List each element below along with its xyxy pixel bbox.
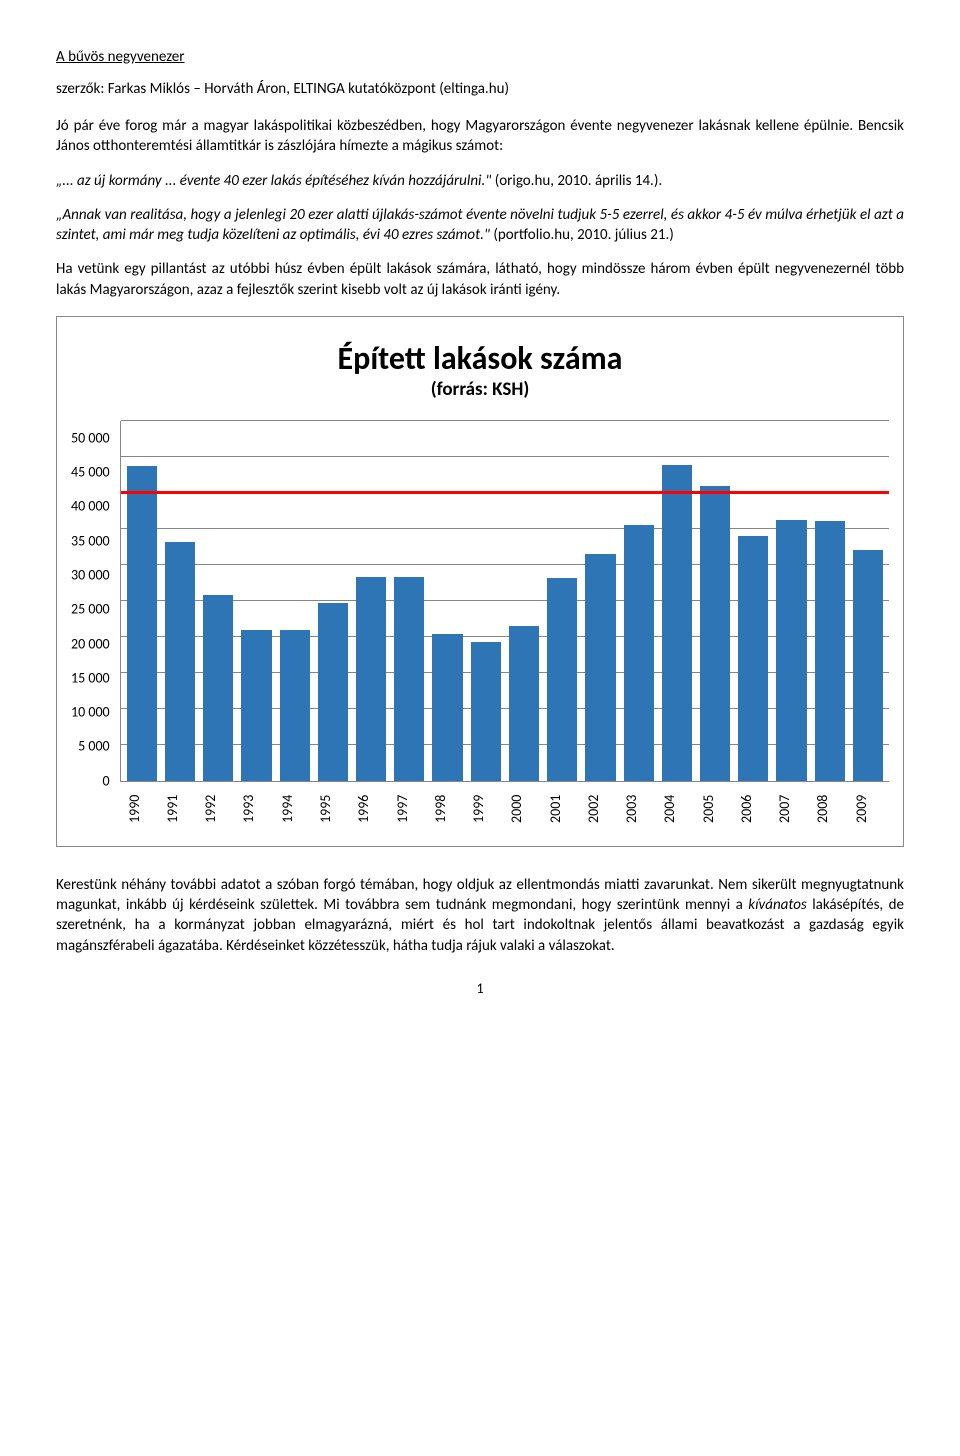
paragraph-2: Ha vetünk egy pillantást az utóbbi húsz … [56, 259, 904, 300]
bar [165, 542, 195, 781]
quote-2: „Annak van realitása, hogy a jelenlegi 2… [56, 205, 904, 246]
bar [432, 634, 462, 781]
x-tick-label: 1992 [202, 788, 232, 830]
bar [509, 626, 539, 781]
authors-line: szerzők: Farkas Miklós – Horváth Áron, E… [56, 80, 904, 98]
bar [394, 577, 424, 781]
bar [471, 642, 501, 781]
chart-title: Épített lakások száma [71, 339, 889, 378]
bar [318, 603, 348, 781]
x-tick-label: 2002 [585, 788, 615, 830]
bar [662, 465, 692, 781]
x-tick-label: 1998 [432, 788, 462, 830]
x-tick-label: 1994 [279, 788, 309, 830]
page-number: 1 [56, 980, 904, 997]
bar [280, 630, 310, 780]
x-tick-label: 2000 [508, 788, 538, 830]
page-title: A bűvös negyvenezer [56, 48, 904, 66]
x-tick-label: 1996 [355, 788, 385, 830]
plot-wrap: 1990 1991 1992 1993 1994 1995 1996 1997 1998 1999… [120, 421, 889, 830]
bar [700, 486, 730, 781]
x-tick-label: 2009 [853, 788, 883, 830]
chart-container: Épített lakások száma (forrás: KSH) 50 0… [56, 316, 904, 847]
bars [121, 421, 889, 781]
quote-1: „... az új kormány ... évente 40 ezer la… [56, 171, 904, 191]
paragraph-3-em: kívánatos [748, 896, 806, 914]
x-tick-label: 2008 [814, 788, 844, 830]
bar [738, 536, 768, 781]
bar [624, 525, 654, 781]
y-tick-label: 35 000 [71, 532, 110, 549]
y-tick-label: 45 000 [71, 464, 110, 481]
x-axis-labels: 1990 1991 1992 1993 1994 1995 1996 1997 1998 1999… [120, 782, 889, 830]
bar [585, 554, 615, 781]
paragraph-intro: Jó pár éve forog már a magyar lakáspolit… [56, 116, 904, 157]
y-tick-label: 25 000 [71, 601, 110, 618]
y-tick-label: 10 000 [71, 704, 110, 721]
chart-area: 50 000 45 000 40 000 35 000 30 000 25 000 20 0… [71, 421, 889, 830]
x-tick-label: 2001 [547, 788, 577, 830]
quote-1-text: „... az új kormány ... évente 40 ezer la… [56, 172, 491, 190]
bar [241, 630, 271, 780]
y-tick-label: 15 000 [71, 669, 110, 686]
x-tick-label: 1993 [240, 788, 270, 830]
bar [853, 550, 883, 780]
y-tick-label: 40 000 [71, 498, 110, 515]
quote-1-source: (origo.hu, 2010. április 14.). [491, 172, 662, 190]
paragraph-3: Kerestünk néhány további adatot a szóban… [56, 875, 904, 956]
x-tick-label: 2003 [623, 788, 653, 830]
chart-subtitle: (forrás: KSH) [71, 378, 889, 401]
bar [776, 520, 806, 781]
y-tick-label: 30 000 [71, 566, 110, 583]
bar [547, 578, 577, 780]
y-axis: 50 000 45 000 40 000 35 000 30 000 25 000 20 0… [71, 421, 120, 781]
quote-2-text: „Annak van realitása, hogy a jelenlegi 2… [56, 206, 904, 244]
y-tick-label: 5 000 [78, 738, 110, 755]
x-tick-label: 2005 [700, 788, 730, 830]
y-tick-label: 50 000 [71, 429, 110, 446]
x-tick-label: 2006 [738, 788, 768, 830]
bar [203, 595, 233, 781]
x-tick-label: 1995 [317, 788, 347, 830]
quote-2-source: (portfolio.hu, 2010. július 21.) [490, 226, 674, 244]
x-tick-label: 1990 [126, 788, 156, 830]
y-tick-label: 20 000 [71, 635, 110, 652]
plot [120, 421, 889, 782]
bar [815, 521, 845, 781]
bar [356, 577, 386, 781]
x-tick-label: 1997 [394, 788, 424, 830]
reference-line [121, 491, 889, 494]
x-tick-label: 2007 [776, 788, 806, 830]
x-tick-label: 1999 [470, 788, 500, 830]
x-tick-label: 1991 [164, 788, 194, 830]
x-tick-label: 2004 [661, 788, 691, 830]
bar [127, 466, 157, 781]
y-tick-label: 0 [103, 772, 110, 789]
